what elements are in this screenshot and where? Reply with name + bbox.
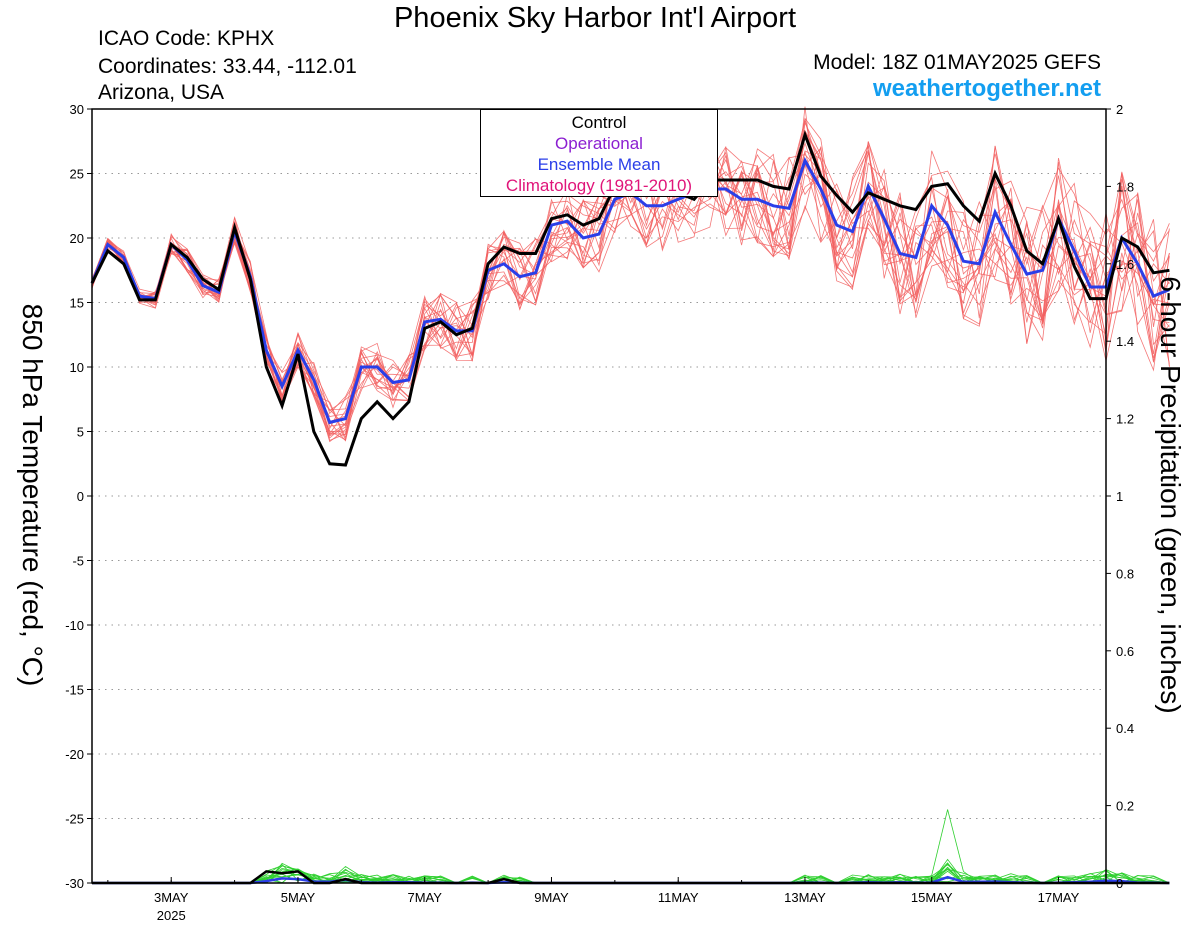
y-tick-label: -15 — [65, 683, 84, 698]
legend-item-climatology: Climatology (1981-2010) — [505, 176, 693, 195]
y2-tick-label: 1.8 — [1116, 179, 1134, 194]
temperature-member-line — [91, 129, 1170, 433]
x-tick-label: 5MAY — [281, 890, 316, 905]
legend: Control Operational Ensemble Mean Climat… — [480, 109, 718, 197]
site-link[interactable]: weathertogether.net — [872, 75, 1101, 102]
axes: -30-25-20-15-10-505101520253000.20.40.60… — [65, 102, 1134, 923]
y-tick-label: 30 — [70, 102, 84, 117]
y-tick-label: -30 — [65, 876, 84, 891]
y2-tick-label: 1 — [1116, 489, 1123, 504]
location: Arizona, USA — [98, 81, 225, 104]
y2-tick-label: 0.2 — [1116, 799, 1134, 814]
y-tick-label: 10 — [70, 360, 84, 375]
y2-tick-label: 2 — [1116, 102, 1123, 117]
x-tick-label: 15MAY — [911, 890, 953, 905]
x-tick-label: 7MAY — [408, 890, 443, 905]
ensemble-members — [91, 106, 1170, 884]
icao-code: ICAO Code: KPHX — [98, 27, 275, 50]
y2-tick-label: 0 — [1116, 876, 1123, 891]
x-tick-label: 9MAY — [534, 890, 569, 905]
y2-tick-label: 0.6 — [1116, 644, 1134, 659]
temperature-member-line — [91, 106, 1170, 415]
chart-title: Phoenix Sky Harbor Int'l Airport — [393, 2, 797, 34]
x-tick-label: 11MAY — [658, 890, 699, 905]
y-axis-label-left: 850 hPa Temperature (red, °C) — [17, 303, 48, 687]
temperature-member-line — [91, 160, 1170, 430]
coordinates: Coordinates: 33.44, -112.01 — [98, 55, 357, 78]
y-tick-label: 25 — [70, 167, 84, 182]
legend-item-control: Control — [571, 113, 627, 132]
y-tick-label: 5 — [77, 425, 84, 440]
model-info: Model: 18Z 01MAY2025 GEFS — [813, 51, 1101, 74]
y2-tick-label: 1.6 — [1116, 257, 1134, 272]
x-tick-label: 13MAY — [784, 890, 826, 905]
y-axis-label-right: 6-hour Precipitation (green, inches) — [1155, 276, 1186, 714]
y2-tick-label: 1.2 — [1116, 412, 1134, 427]
precipitation-member-line — [92, 809, 1170, 884]
y-tick-label: -10 — [65, 618, 84, 633]
x-tick-sublabel: 2025 — [157, 908, 186, 923]
y-tick-label: -25 — [65, 812, 84, 827]
main-series — [90, 130, 1170, 885]
legend-item-ensemble-mean: Ensemble Mean — [537, 155, 661, 174]
y-tick-label: 0 — [77, 489, 84, 504]
y2-tick-label: 0.4 — [1116, 721, 1134, 736]
y2-tick-label: 0.8 — [1116, 566, 1134, 581]
y-tick-label: 15 — [70, 296, 84, 311]
x-tick-label: 3MAY — [154, 890, 189, 905]
y-tick-label: 20 — [70, 231, 84, 246]
x-tick-label: 17MAY — [1038, 890, 1080, 905]
y2-tick-label: 1.4 — [1116, 334, 1134, 349]
y-tick-label: -20 — [65, 747, 84, 762]
y-tick-label: -5 — [72, 554, 84, 569]
legend-item-operational: Operational — [555, 134, 643, 153]
